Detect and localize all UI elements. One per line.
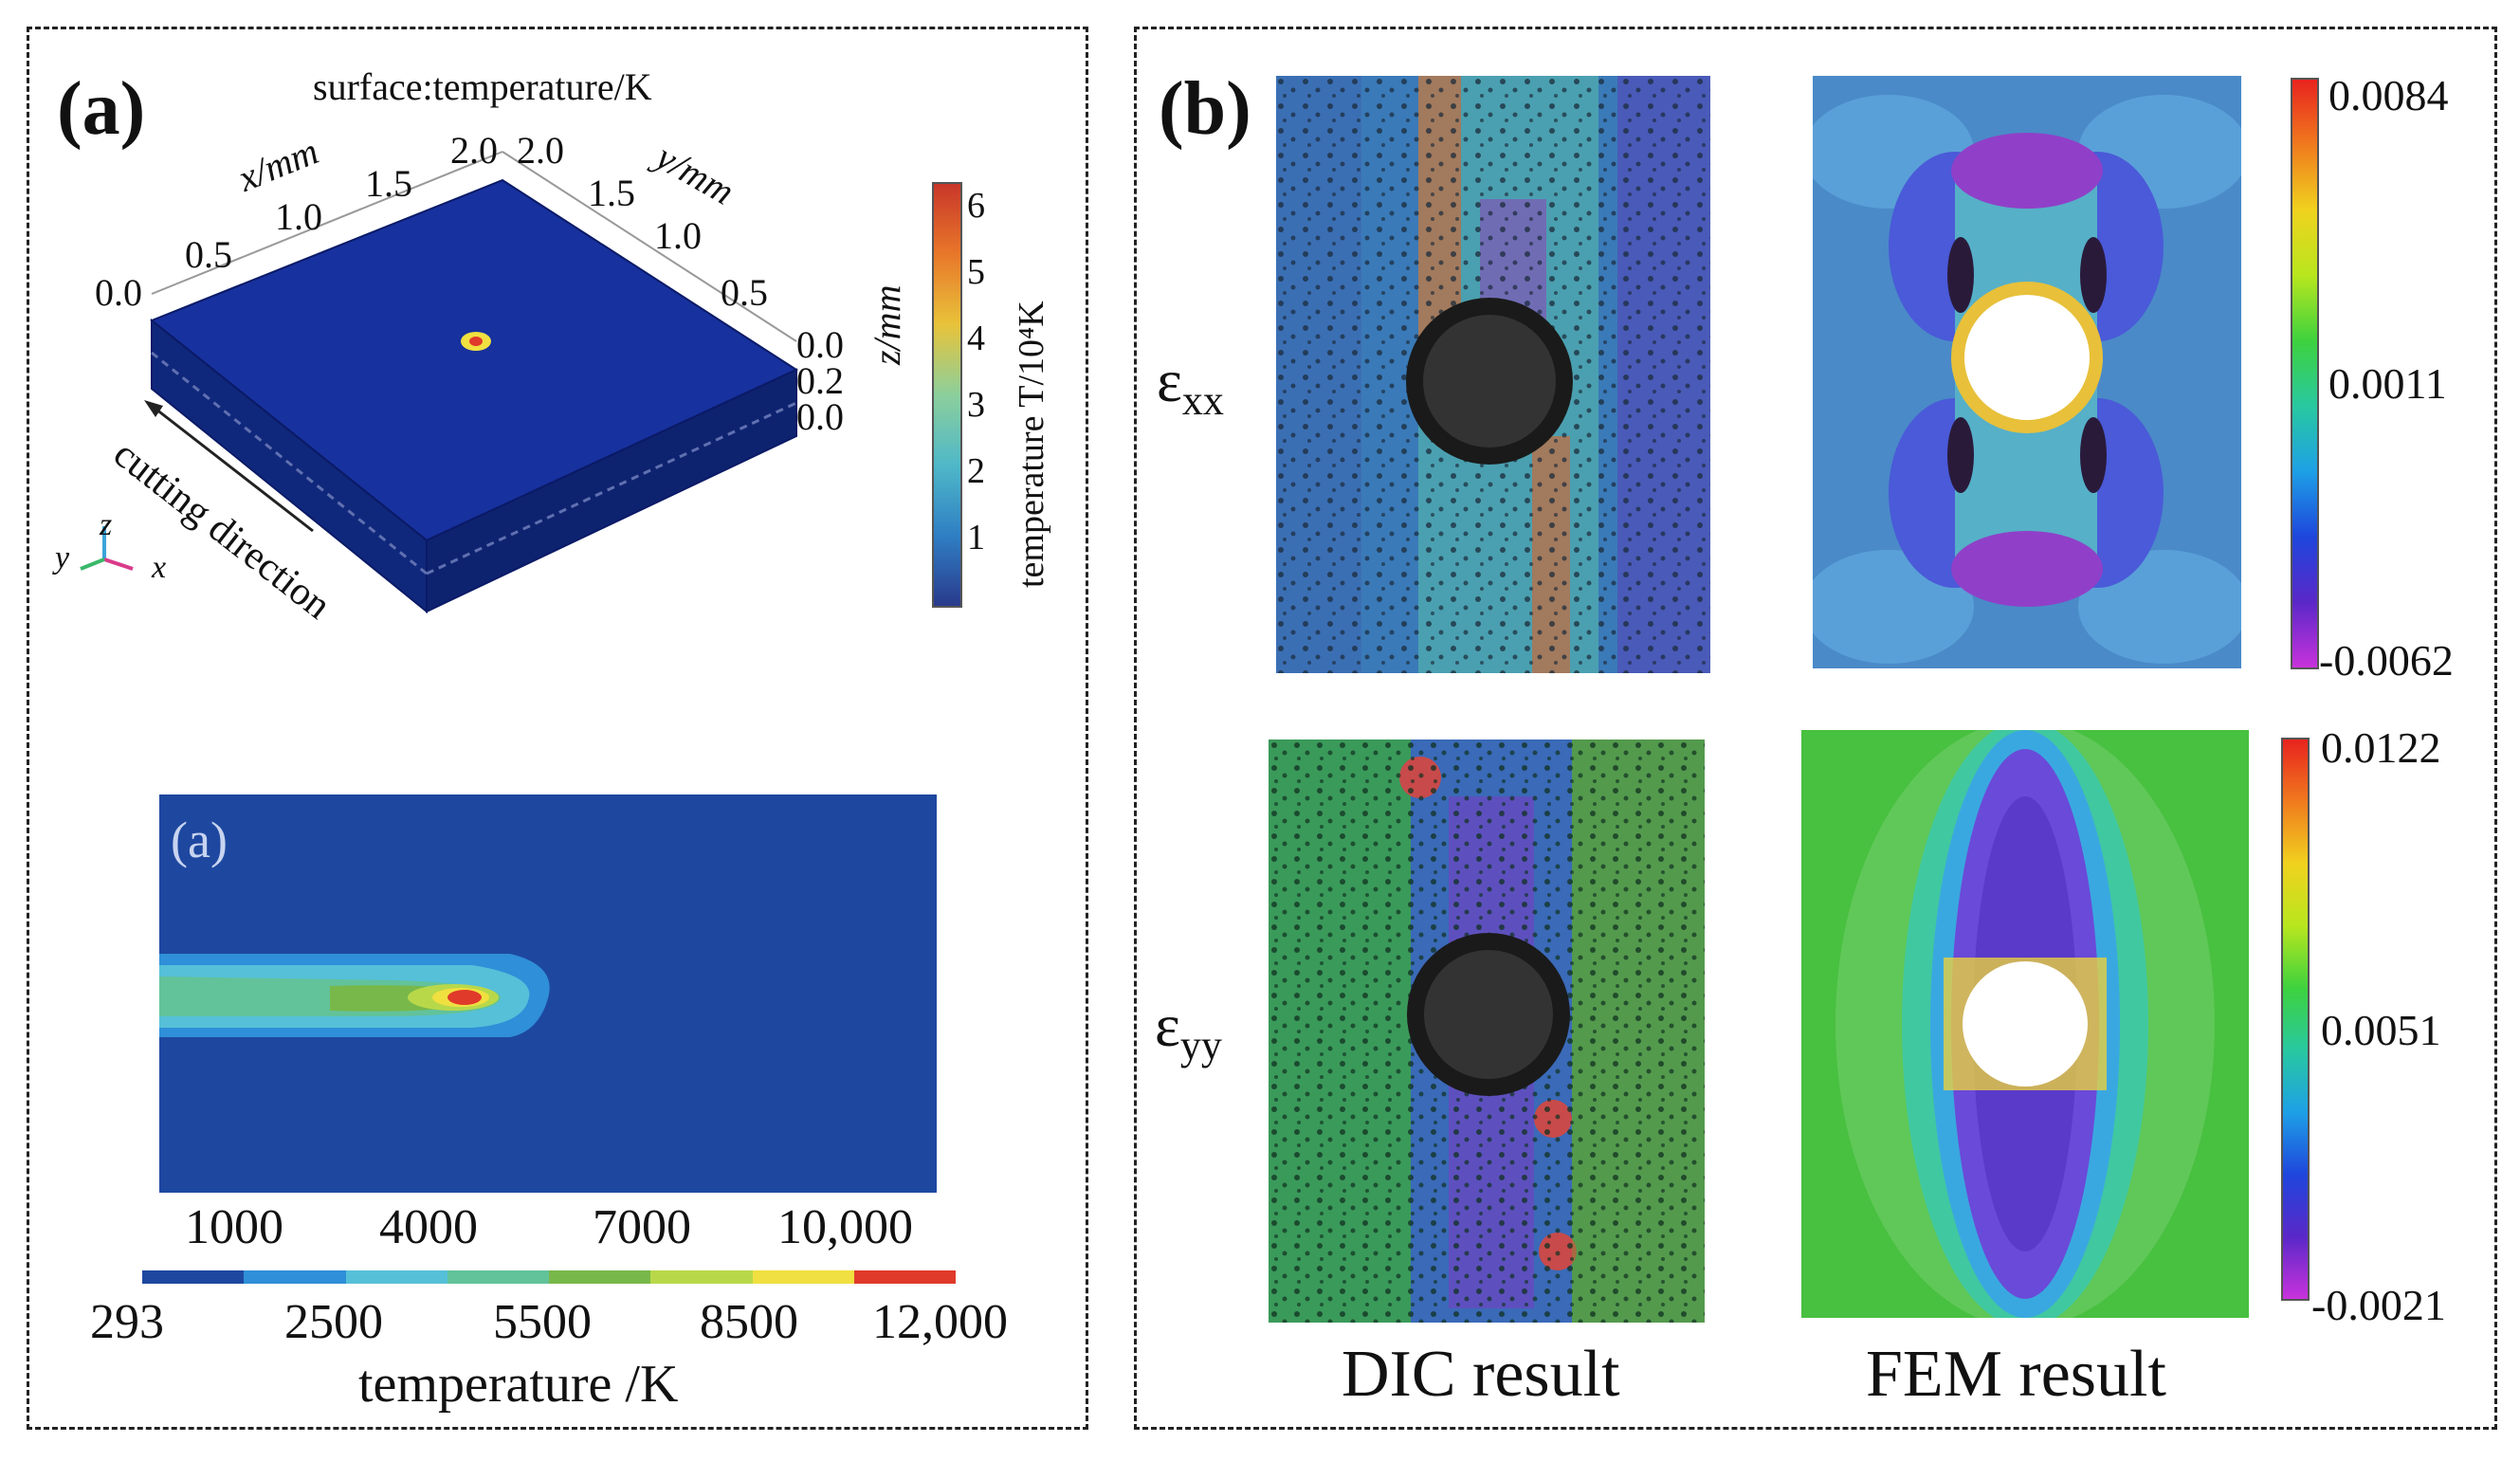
column-label-fem: FEM result: [1866, 1338, 2166, 1411]
z-axis-label: z/mm: [866, 284, 908, 365]
z-tick: 0.2: [796, 359, 844, 402]
column-label-dic: DIC result: [1342, 1338, 1620, 1411]
legend-tick: 293: [90, 1295, 164, 1349]
temperature-3d-plot: [80, 151, 799, 614]
colorbar-yy-tick: 0.0122: [2321, 723, 2441, 772]
legend-tick: 5500: [493, 1295, 592, 1349]
x-tick: 0.5: [185, 233, 232, 276]
plot3d-colorbar: [932, 182, 962, 608]
legend-tick: 12,000: [872, 1295, 1008, 1349]
colorbar-xx: [2291, 78, 2319, 669]
dic-xx-image: [1276, 76, 1710, 673]
colorbar-tick: 6: [967, 186, 985, 226]
colorbar-yy-tick: 0.0051: [2321, 1006, 2441, 1054]
colorbar-yy: [2281, 738, 2310, 1301]
contour-inset-label: (a): [171, 812, 228, 868]
colorbar-yy-tick: -0.0021: [2311, 1281, 2446, 1329]
triad-z-label: z: [100, 507, 113, 542]
legend-tick: 2500: [284, 1295, 383, 1349]
row-label-eps-xx: εxx: [1157, 347, 1224, 424]
plot3d-title: surface:temperature/K: [313, 65, 652, 108]
x-tick: 1.5: [365, 162, 412, 205]
dic-yy-image: [1269, 740, 1705, 1323]
y-tick: 1.0: [654, 214, 702, 257]
panel-b-label: (b): [1159, 67, 1251, 151]
temperature-contour-plot: [159, 794, 937, 1193]
fem-xx-image: [1813, 76, 2241, 668]
x-tick: 2.0: [450, 129, 498, 172]
colorbar-tick: 4: [967, 319, 985, 358]
x-tick: 0.0: [95, 271, 142, 314]
colorbar-xx-tick: 0.0084: [2328, 71, 2449, 119]
colorbar-tick: 2: [967, 451, 985, 491]
legend-tick: 8500: [700, 1295, 798, 1349]
z-tick: 0.0: [796, 323, 844, 366]
block-side-face: [426, 368, 797, 613]
y-tick: 2.0: [517, 129, 564, 172]
colorbar-tick: 1: [967, 518, 985, 557]
scale-tick: 1000: [185, 1200, 283, 1254]
scale-tick: 4000: [379, 1200, 478, 1254]
scale-tick: 7000: [593, 1200, 691, 1254]
colorbar-xx-tick: -0.0062: [2319, 636, 2454, 685]
panel-a-label: (a): [57, 67, 146, 151]
panel-b: [1134, 27, 2497, 1430]
y-tick: 1.5: [588, 172, 635, 214]
x-tick: 1.0: [275, 195, 322, 238]
fem-yy-image: [1801, 730, 2249, 1318]
legend-label: temperature /K: [358, 1355, 679, 1414]
triad-y-label: y: [55, 540, 70, 575]
scale-tick: 10,000: [777, 1200, 913, 1254]
triad-x-label: x: [152, 550, 167, 585]
colorbar-tick: 5: [967, 252, 985, 292]
panel-a: [27, 27, 1088, 1430]
colorbar-xx-tick: 0.0011: [2328, 359, 2447, 408]
y-tick: 0.5: [721, 271, 768, 314]
row-label-eps-yy: εyy: [1155, 992, 1222, 1068]
z-tick: 0.0: [796, 395, 844, 438]
temperature-legend-bar: [142, 1270, 956, 1284]
colorbar-tick: 3: [967, 385, 985, 425]
colorbar-label: temperature T/10⁴K: [1012, 301, 1051, 588]
